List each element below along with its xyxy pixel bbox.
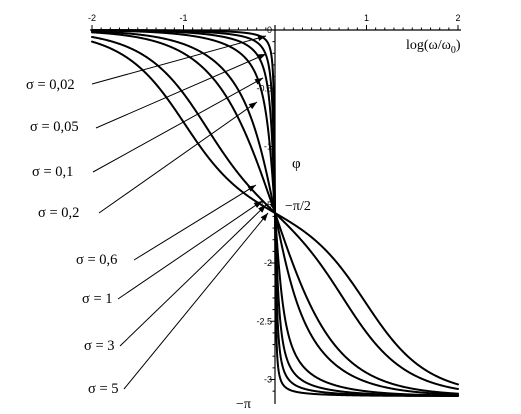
leader-line-2 xyxy=(92,77,264,173)
leader-line-7 xyxy=(123,212,269,390)
series-label-3: σ = 0,2 xyxy=(38,205,79,221)
x-tick-label: 2 xyxy=(455,13,460,23)
series-label-0: σ = 0,02 xyxy=(26,77,75,93)
x-tick-label: -1 xyxy=(179,13,187,23)
labels-group: log(ω/ω0) φ −π/2 −π σ = 0,02 σ = 0,05 σ = 0,1 σ… xyxy=(26,38,461,412)
y-tick-label: -1 xyxy=(264,142,272,152)
leader-line-0 xyxy=(91,35,267,85)
series-label-2: σ = 0,1 xyxy=(32,164,73,180)
y-tick-label: 0 xyxy=(267,25,272,35)
leader-line-5 xyxy=(117,200,263,300)
x-tick-label: 1 xyxy=(364,13,369,23)
x-tick-label: -2 xyxy=(88,13,96,23)
series-label-1: σ = 0,05 xyxy=(30,119,79,135)
leader-arrowhead-7 xyxy=(260,213,268,222)
minus-pi-label: −π xyxy=(236,397,251,412)
leaders-group xyxy=(91,35,269,390)
minus-pi-half-label: −π/2 xyxy=(285,199,311,214)
y-axis-label: φ xyxy=(292,156,301,172)
series-label-4: σ = 0,6 xyxy=(76,252,117,268)
leader-line-6 xyxy=(119,204,267,347)
leader-arrowhead-5 xyxy=(253,201,262,208)
leader-arrowhead-6 xyxy=(258,205,266,213)
y-tick-label: -3 xyxy=(264,375,272,385)
y-tick-label: -0.5 xyxy=(256,83,272,93)
leader-arrowhead-0 xyxy=(257,35,266,41)
leader-line-1 xyxy=(95,53,267,129)
y-tick-label: -2 xyxy=(264,258,272,268)
leader-line-3 xyxy=(98,101,258,214)
leader-line-4 xyxy=(133,184,257,261)
series-label-7: σ = 5 xyxy=(88,381,119,397)
leader-arrowhead-4 xyxy=(247,185,256,192)
leader-arrowhead-2 xyxy=(254,78,263,85)
axes-group: -2 -1 1 2 0 -0.5 -1 -1.5 -2 -2.5 -3 xyxy=(88,13,461,404)
series-label-6: σ = 3 xyxy=(84,338,115,354)
series-label-5: σ = 1 xyxy=(82,291,113,307)
leader-arrowhead-3 xyxy=(248,102,257,110)
leader-arrowhead-1 xyxy=(257,54,266,60)
y-tick-label: -2.5 xyxy=(256,316,272,326)
y-tick-label: -1.5 xyxy=(256,200,272,210)
x-axis-label: log(ω/ω0) xyxy=(406,38,461,56)
